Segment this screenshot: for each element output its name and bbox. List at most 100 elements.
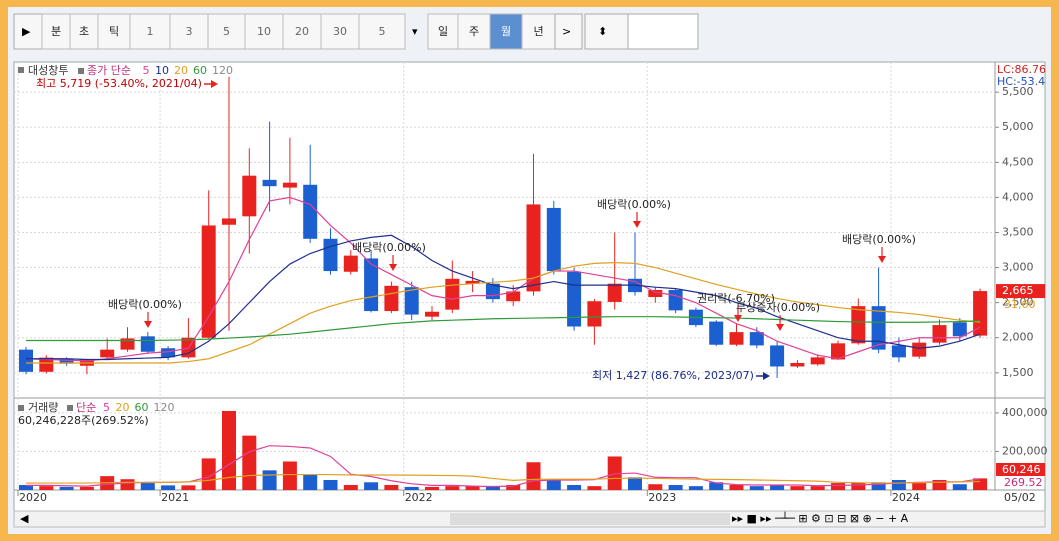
toolbar-button[interactable] <box>13 13 43 50</box>
annotation-arrowhead <box>776 324 784 331</box>
candle-body <box>709 321 724 345</box>
candle-body <box>506 291 521 302</box>
volume-bar <box>161 485 176 490</box>
annotation-arrowhead <box>633 221 641 228</box>
annotation: 배당락(0.00%) <box>842 233 916 246</box>
ma-line <box>25 196 981 362</box>
next-icon[interactable]: > <box>562 25 571 38</box>
volume-bar <box>891 479 906 490</box>
toolbar-label[interactable]: 30 <box>333 25 347 38</box>
hc-label: HC:-53.4 <box>997 75 1045 88</box>
volume-bar <box>384 484 399 490</box>
volume-bar <box>749 486 764 490</box>
toolbar-button[interactable] <box>320 13 360 50</box>
toolbar-button[interactable] <box>169 13 209 50</box>
volume-bar <box>303 474 318 490</box>
dropdown[interactable]: ▾ <box>412 25 418 38</box>
play-icon[interactable]: ▶ <box>22 25 31 38</box>
legend-entry: 5 <box>143 64 150 77</box>
last-price-box <box>996 284 1045 299</box>
candle-body <box>973 291 988 336</box>
last-price-label: 2,665 <box>1002 284 1034 297</box>
toolbar-button[interactable] <box>521 13 556 50</box>
toolbar-label[interactable]: 년 <box>533 25 543 38</box>
candle-body <box>19 349 33 372</box>
toolbar-button[interactable] <box>554 13 583 50</box>
volume-bar <box>526 462 541 490</box>
toolbar-button[interactable] <box>244 13 284 50</box>
volume-bar <box>262 470 277 490</box>
toolbar-button[interactable] <box>97 13 131 50</box>
x-tick-label: 2022 <box>405 491 433 504</box>
candle-body <box>465 280 480 284</box>
y-tick-label: 3,000 <box>1002 261 1034 274</box>
volume-bar <box>628 477 642 490</box>
toolbar-label[interactable]: 5 <box>223 25 230 38</box>
volume-bar <box>323 479 338 490</box>
toolbar-button[interactable] <box>427 13 459 50</box>
last-volume-box <box>996 463 1045 476</box>
toolbar-button[interactable] <box>584 13 629 50</box>
candle-body <box>526 204 541 292</box>
volume-bar <box>932 479 947 490</box>
toolbar-label[interactable]: 초 <box>79 25 89 38</box>
volume-bar <box>668 484 683 490</box>
toolbar-button[interactable] <box>129 13 171 50</box>
toolbar-label[interactable]: 분 <box>51 25 61 38</box>
resize-icon[interactable]: ⬍ <box>598 25 607 38</box>
candle-body <box>790 362 805 367</box>
toolbar-label[interactable]: 5 <box>379 25 386 38</box>
legend-box <box>18 67 24 73</box>
ma-line <box>26 316 981 342</box>
annotation-arrowhead <box>763 372 770 380</box>
toolbar-input[interactable] <box>627 13 699 50</box>
candle-body <box>323 238 338 272</box>
scroll-controls[interactable]: ▸▸ ■ ▸▸ ─┴─ ⊞ ⚙ ⊡ ⊟ ⊠ ⊕ − + A <box>732 511 909 525</box>
volume-bar <box>59 486 74 490</box>
annotation: 최고 5,719 (-53.40%, 2021/04) <box>36 77 202 90</box>
candle-body <box>749 332 764 346</box>
annotation-arrowhead <box>389 264 397 271</box>
toolbar-button[interactable] <box>358 13 406 50</box>
toolbar-button[interactable] <box>69 13 99 50</box>
toolbar-label[interactable]: 10 <box>257 25 271 38</box>
annotation: 배당락(0.00%) <box>597 198 671 211</box>
y-tick-label: 4,500 <box>1002 155 1034 168</box>
y-tick-label: 1,500 <box>1002 366 1034 379</box>
volume-bar <box>648 484 663 490</box>
legend-box <box>78 68 84 74</box>
candle-body <box>810 357 825 365</box>
candle-body <box>587 301 602 327</box>
legend-title: 대성창투 <box>28 64 68 77</box>
candle-body <box>932 325 947 343</box>
legend-box <box>18 405 24 411</box>
candle-body <box>303 184 318 239</box>
volume-bar <box>19 484 33 490</box>
toolbar-label[interactable]: 월 <box>501 25 511 38</box>
scroll-left[interactable]: ◀ <box>20 512 29 525</box>
toolbar-button[interactable] <box>282 13 322 50</box>
volume-bar <box>445 486 460 490</box>
toolbar-label[interactable]: 주 <box>469 25 479 38</box>
x-tick-label: 2024 <box>892 491 920 504</box>
legend-label: 단순 <box>76 401 96 414</box>
toolbar-label[interactable]: 20 <box>295 25 309 38</box>
volume-bar <box>343 484 358 490</box>
ma-line <box>26 262 981 364</box>
candle-body <box>384 285 399 312</box>
toolbar-button[interactable] <box>41 13 71 50</box>
toolbar-label[interactable]: 3 <box>186 25 193 38</box>
toolbar-label[interactable]: 1 <box>147 25 154 38</box>
candle-body <box>222 218 236 225</box>
annotation: 권리락(-6.70%) <box>697 292 775 305</box>
toolbar-label[interactable]: 틱 <box>109 25 119 38</box>
toolbar-label[interactable]: 일 <box>438 24 448 38</box>
candle-body <box>425 311 439 317</box>
candle-body <box>201 225 216 338</box>
toolbar-button[interactable] <box>489 13 523 50</box>
scroll-thumb[interactable] <box>450 513 730 525</box>
ma-price-label: 31,60 <box>1004 298 1036 311</box>
candle-body <box>343 255 358 272</box>
volume-bar <box>973 478 988 490</box>
